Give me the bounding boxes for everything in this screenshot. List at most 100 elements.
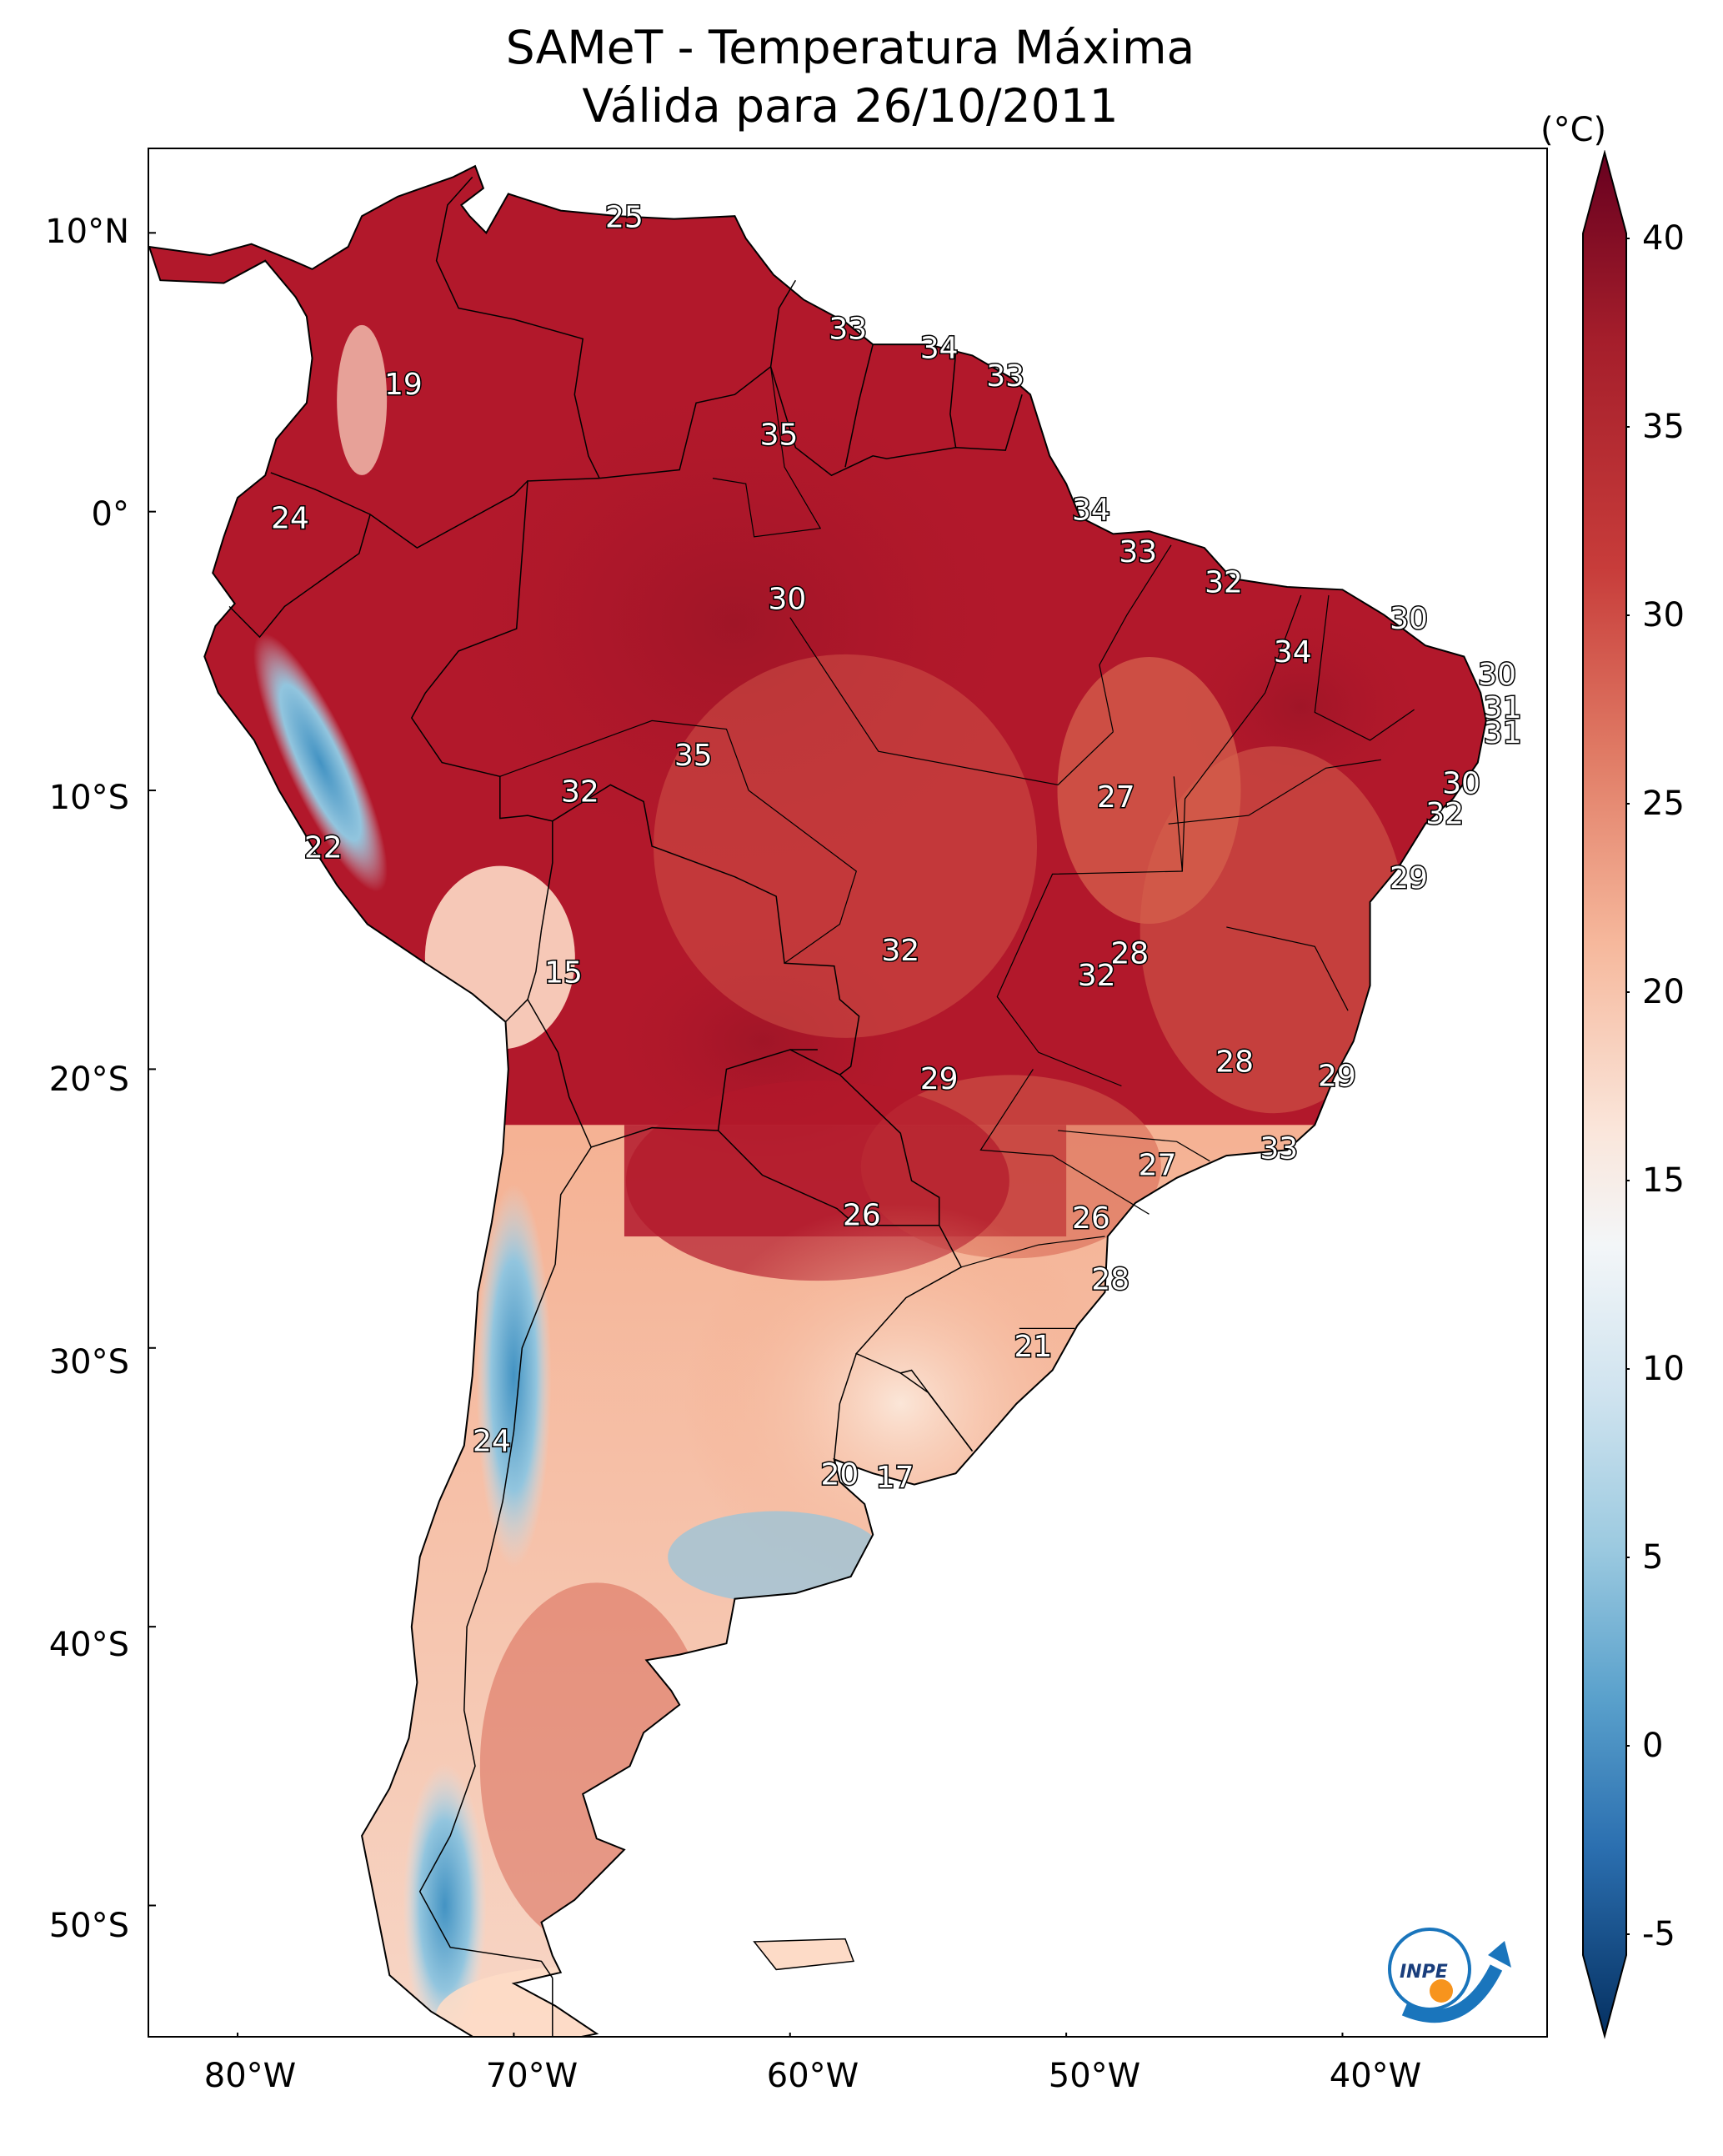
colorbar-unit: (°C) — [1540, 111, 1607, 149]
station-value-label: 30 — [1478, 658, 1516, 692]
colombia-cool — [337, 324, 388, 475]
station-value-label: 24 — [473, 1425, 511, 1459]
state-border — [1181, 594, 1302, 872]
lon-tick-label: 50°W — [1048, 2057, 1141, 2095]
inpe-logo: INPE — [1388, 1928, 1511, 2023]
colorbar-tick-label: 5 — [1642, 1538, 1664, 1577]
state-border — [961, 1236, 1105, 1268]
lon-tick-label: 80°W — [203, 2057, 297, 2095]
lon-tick-label: 40°W — [1329, 2057, 1422, 2095]
country-border — [435, 176, 600, 479]
station-value-label: 34 — [920, 332, 959, 366]
station-value-label: 30 — [768, 583, 806, 617]
state-border — [1314, 594, 1415, 741]
patagonia-steppe-warm — [479, 1582, 714, 1950]
colorbar-tick-label: 10 — [1642, 1350, 1685, 1388]
colorbar-tick-label: 20 — [1642, 973, 1685, 1011]
station-value-label: 35 — [760, 418, 799, 452]
station-value-label: 29 — [920, 1062, 959, 1096]
country-border — [717, 1049, 939, 1226]
coastline — [149, 164, 1487, 2036]
lat-tick-label: 30°S — [48, 1343, 129, 1381]
lon-tick-label: 60°W — [766, 2057, 859, 2095]
station-value-label: 25 — [605, 201, 644, 235]
station-value-label: 21 — [1014, 1330, 1052, 1364]
state-border — [996, 776, 1183, 1087]
colorbar — [1582, 150, 1630, 2039]
station-value-label: 26 — [1072, 1201, 1110, 1236]
state-border — [1058, 1130, 1210, 1162]
colorbar-tick-label: 35 — [1642, 408, 1685, 446]
station-value-label: 15 — [544, 956, 583, 990]
state-border — [789, 617, 1114, 786]
station-value-label: 17 — [876, 1461, 914, 1495]
station-value-label: 34 — [1072, 494, 1110, 528]
country-border — [599, 279, 797, 479]
lon-tick-label: 70°W — [485, 2057, 579, 2095]
state-border — [499, 720, 749, 791]
colorbar-tick-label: 25 — [1642, 785, 1685, 823]
station-value-label: 32 — [1425, 797, 1464, 831]
mato-grosso-mild — [654, 654, 1038, 1038]
andes-cold-peru — [253, 633, 388, 892]
station-value-label: 33 — [1260, 1131, 1298, 1166]
station-value-label: 28 — [1215, 1045, 1254, 1080]
lat-tick-label: 40°S — [48, 1626, 129, 1664]
station-value-label: 30 — [1390, 602, 1428, 636]
colorbar-tick-label: 40 — [1642, 219, 1685, 258]
station-value-label: 31 — [1484, 691, 1522, 725]
lat-tick-label: 10°S — [48, 779, 129, 817]
station-value-label: 20 — [820, 1458, 859, 1492]
station-value-label: 32 — [1205, 566, 1243, 600]
station-value-label: 22 — [304, 830, 343, 865]
state-border — [1168, 759, 1381, 825]
station-value-label: 33 — [1119, 535, 1157, 569]
map-title-line2: Válida para 26/10/2011 — [582, 79, 1119, 133]
amazon-hot-core — [418, 356, 1052, 890]
country-border — [949, 353, 957, 448]
lat-tick-label: 20°S — [48, 1060, 129, 1099]
colorbar-tick-label: 30 — [1642, 596, 1685, 634]
station-value-label: 35 — [674, 739, 713, 773]
station-value-label: 30 — [1442, 766, 1480, 800]
lat-tick-label: 50°S — [48, 1907, 129, 1945]
station-value-label: 31 — [1484, 716, 1522, 750]
lat-tick-label: 0° — [91, 495, 129, 534]
falkland-islands — [753, 1938, 855, 1971]
colorbar-tick-label: 0 — [1642, 1727, 1664, 1765]
map-title-line1: SAMeT - Temperatura Máxima — [505, 21, 1195, 74]
country-border — [527, 999, 719, 1148]
station-value-label: 32 — [1078, 959, 1116, 993]
lat-tick-label: 10°N — [45, 213, 129, 251]
state-border — [748, 790, 857, 964]
country-border — [504, 930, 543, 1023]
country-border — [270, 472, 528, 549]
station-value-label: 27 — [1097, 780, 1135, 815]
state-border — [712, 366, 822, 538]
map-panel: 25 19 33 34 33 35 24 34 33 30 32 30 34 30 31 31 35 32 27 30… — [148, 148, 1548, 2038]
state-border — [1226, 926, 1349, 1011]
station-value-label: 33 — [829, 312, 867, 346]
station-value-label: 34 — [1274, 635, 1312, 669]
frame-ticks — [149, 232, 1344, 2036]
country-border — [418, 1146, 592, 1978]
station-value-label: 32 — [561, 775, 599, 809]
land-temperature — [149, 166, 1486, 2036]
logo-text: INPE — [1400, 1962, 1448, 1983]
temperature-field — [149, 164, 1487, 2036]
country-border — [228, 514, 371, 639]
station-value-label: 24 — [271, 502, 309, 536]
state-border — [1099, 544, 1172, 732]
country-border — [839, 1074, 974, 1452]
station-value-label: 27 — [1139, 1148, 1177, 1182]
station-value-label: 26 — [843, 1199, 881, 1233]
station-value-label: 29 — [1318, 1059, 1356, 1093]
state-border — [979, 1069, 1150, 1215]
station-value-label: 29 — [1390, 861, 1428, 895]
country-borders — [228, 176, 1415, 2036]
station-value-label: 28 — [1110, 936, 1149, 970]
andes-cold-central — [476, 1184, 552, 1568]
patagonia-cold — [403, 1763, 487, 2036]
